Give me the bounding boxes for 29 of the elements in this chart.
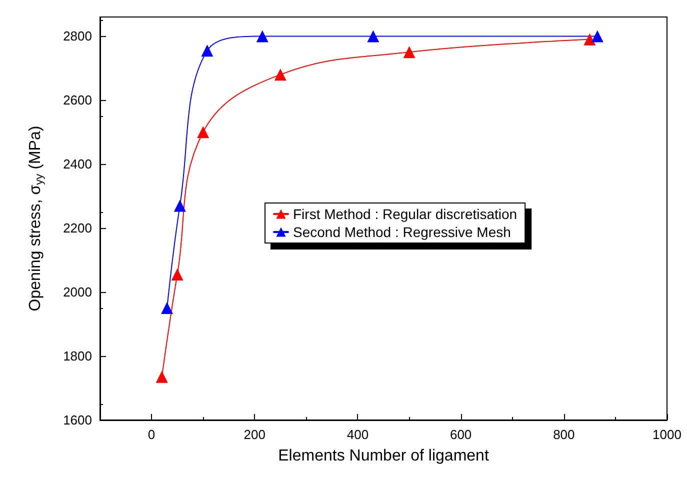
- legend-label: First Method : Regular discretisation: [293, 206, 518, 222]
- point: [584, 33, 596, 46]
- x-tick-label: 1000: [652, 427, 682, 442]
- point: [156, 370, 168, 383]
- legend-label: Second Method : Regressive Mesh: [293, 224, 511, 240]
- y-tick-label: 2800: [63, 28, 92, 44]
- point: [161, 302, 174, 314]
- point: [171, 268, 184, 280]
- x-tick-label: 200: [244, 427, 266, 442]
- y-tick-label: 2400: [63, 156, 92, 172]
- point: [367, 30, 380, 42]
- point: [197, 126, 210, 138]
- y-tick-label: 2000: [63, 284, 92, 300]
- y-tick-label: 1800: [63, 348, 92, 364]
- x-tick-label: 400: [346, 427, 369, 442]
- x-axis-title: Elements Number of ligament: [278, 448, 490, 464]
- y-tick-label: 1600: [63, 412, 92, 428]
- y-tick-label: 2600: [63, 92, 92, 108]
- x-tick-label: 600: [450, 427, 472, 442]
- point: [201, 44, 214, 57]
- point: [174, 200, 186, 212]
- x-tick-label: 0: [148, 427, 156, 442]
- point: [591, 30, 604, 42]
- y-tick-label: 2200: [63, 220, 92, 236]
- point: [403, 46, 416, 58]
- x-tick-label: 800: [553, 427, 575, 442]
- point: [256, 30, 268, 42]
- y-axis-title: Opening stress, σyy (MPa): [27, 126, 46, 312]
- point: [274, 68, 286, 81]
